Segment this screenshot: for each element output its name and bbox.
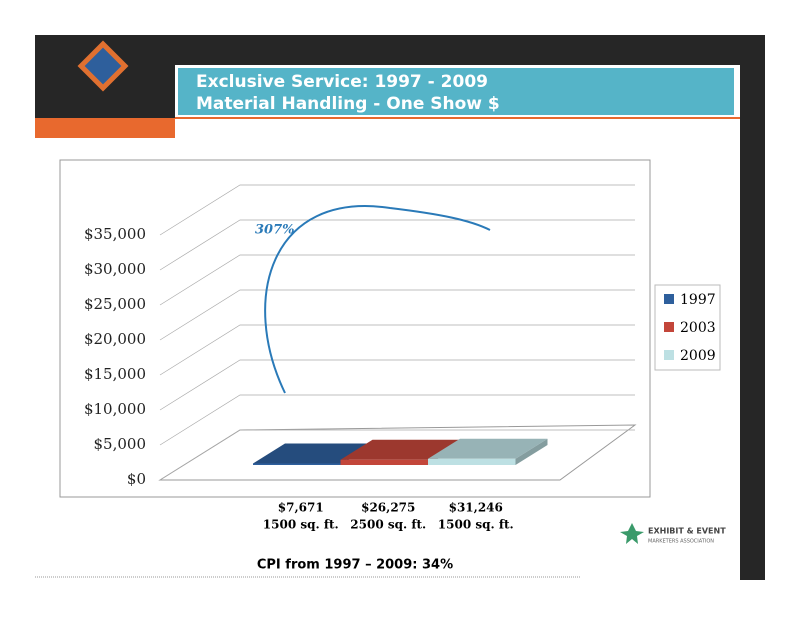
bar-top [340,439,460,460]
x-tick-label: 1500 sq. ft. [263,518,339,532]
annotation-arc [264,205,491,394]
orange-bar [35,118,175,138]
logo [77,40,129,92]
y-tick-label: $0 [127,470,146,488]
title: Material Handling - One Show $ [196,94,500,114]
logo-text: EXHIBIT & EVENT [648,527,726,536]
legend-swatch [664,294,674,304]
y-tick-label: $25,000 [84,295,146,313]
legend-label: 2009 [680,348,716,364]
eema-logo [620,523,644,544]
bar [428,458,516,465]
right-band [740,35,765,580]
grid-line [159,254,635,306]
legend-label: 2003 [680,320,716,336]
bar [340,459,428,465]
y-tick-label: $15,000 [84,365,146,383]
chart-frame [59,159,651,498]
value-label: $7,671 [278,501,324,515]
y-tick-label: $30,000 [84,260,146,278]
legend-swatch [664,350,674,360]
x-tick-label: 2500 sq. ft. [350,518,426,532]
value-label: $31,246 [449,501,503,515]
grid-line [159,394,635,446]
bar [253,463,341,465]
note: CPI from 1997 – 2009: 34% [257,558,453,573]
legend-swatch [664,322,674,332]
grid-line [159,429,635,481]
grid-line [159,359,635,411]
bar-side [515,438,548,465]
legend-label: 1997 [680,292,716,308]
y-tick-label: $5,000 [94,435,147,453]
y-tick-label: $35,000 [84,225,146,243]
bar-top [428,438,548,459]
annotation: 307% [255,223,295,238]
grid-line [159,289,635,341]
y-tick-label: $10,000 [84,400,146,418]
grid-line [159,219,635,271]
value-label: $26,275 [361,501,415,515]
y-tick-label: $20,000 [84,330,146,348]
grid-line [159,324,635,376]
title: Exclusive Service: 1997 - 2009 [196,72,488,92]
grid-line [159,184,635,236]
logo-text: MARKETERS ASSOCIATION [648,539,714,545]
plot: $0 $5,000 $10,000 $15,000 $20,000 $25,000 $30,… [84,184,637,532]
x-tick-label: 1500 sq. ft. [438,518,514,532]
title-box [178,68,734,115]
